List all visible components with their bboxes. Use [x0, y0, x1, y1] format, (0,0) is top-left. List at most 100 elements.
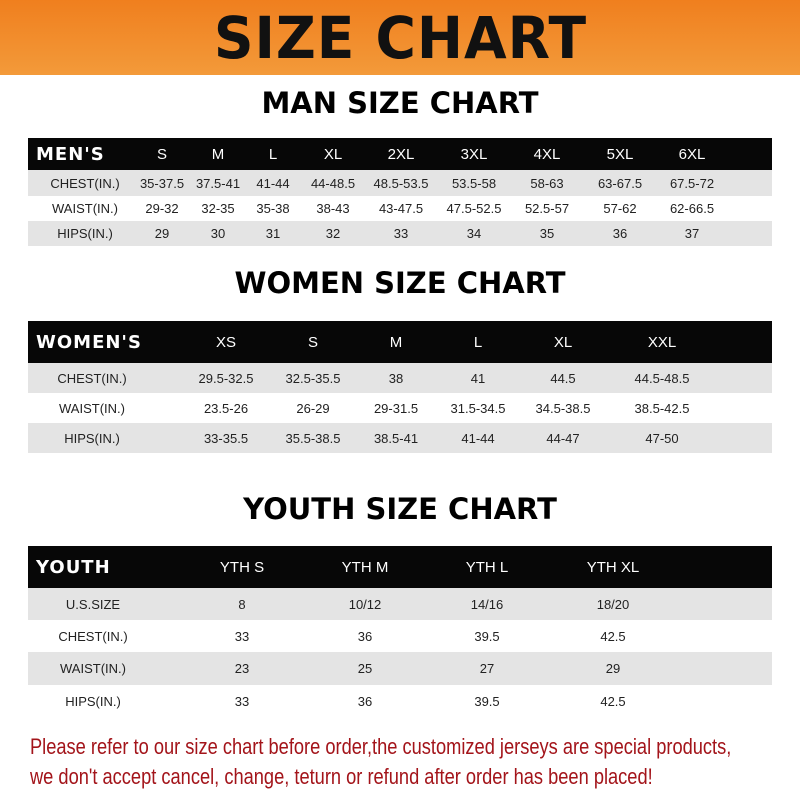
table-cell: 47.5-52.5	[446, 201, 502, 216]
size-column-header: 6XL	[678, 145, 706, 163]
table-cell: 29	[154, 226, 170, 241]
table-cell: 52.5-57	[524, 201, 570, 216]
table-row: WAIST(IN.) 29-32 32-35 35-38 38-43 43-47.5 47.…	[28, 196, 772, 221]
table-cell: 29.5-32.5	[198, 370, 254, 386]
table-cell: 57-62	[603, 201, 637, 216]
table-cell: 43-47.5	[378, 201, 424, 216]
table-row: CHEST(IN.) 33 36 39.5 42.5	[28, 620, 772, 652]
table-row: CHEST(IN.) 35-37.5 37.5-41 41-44 44-48.5 48.5…	[28, 170, 772, 196]
table-cell: 44.5-48.5	[634, 370, 690, 386]
women-size-table: WOMEN'S XS S M L XL XXL CHEST(IN.) 29.5-32.5 32.5…	[28, 321, 772, 453]
table-cell: 34	[466, 226, 482, 241]
banner-title: SIZE CHART	[213, 3, 587, 72]
table-cell: 23.5-26	[203, 400, 249, 416]
size-chart-banner: SIZE CHART	[0, 0, 800, 75]
table-cell: 38.5-41	[373, 430, 419, 446]
table-cell: 37.5-41	[195, 175, 241, 191]
table-row: HIPS(IN.) 33-35.5 35.5-38.5 38.5-41 41-44 44-…	[28, 423, 772, 453]
size-column-header: 4XL	[533, 145, 561, 163]
table-cell: 58-63	[530, 175, 564, 191]
size-column-header: XXL	[647, 333, 677, 351]
size-column-header: YTH S	[219, 558, 265, 576]
table-cell: 29	[605, 661, 621, 676]
table-row: U.S.SIZE 8 10/12 14/16 18/20	[28, 588, 772, 620]
table-cell: 35	[539, 226, 555, 241]
table-cell: 44.5	[550, 370, 576, 386]
table-cell: 38	[388, 370, 404, 386]
table-header-label: WOMEN'S	[36, 331, 142, 353]
table-cell: 63-67.5	[597, 175, 643, 191]
table-cell: 32-35	[201, 201, 235, 216]
table-cell: 42.5	[600, 628, 626, 644]
size-column-header: S	[156, 145, 168, 163]
men-section-title: MAN SIZE CHART	[261, 86, 539, 120]
row-label: WAIST(IN.)	[59, 400, 125, 416]
table-cell: 38.5-42.5	[634, 400, 690, 416]
row-label: CHEST(IN.)	[58, 628, 128, 644]
size-column-header: YTH M	[341, 558, 389, 576]
table-cell: 33	[234, 694, 250, 709]
size-column-header: 5XL	[606, 145, 634, 163]
table-row: HIPS(IN.) 33 36 39.5 42.5	[28, 685, 772, 718]
size-column-header: 3XL	[460, 145, 488, 163]
table-row: WAIST(IN.) 23 25 27 29	[28, 652, 772, 685]
table-cell: 8	[238, 596, 246, 612]
table-cell: 37	[684, 226, 700, 241]
size-column-header: XS	[215, 333, 237, 351]
table-cell: 31.5-34.5	[450, 400, 506, 416]
table-cell: 34.5-38.5	[535, 400, 591, 416]
table-cell: 39.5	[474, 628, 500, 644]
size-column-header: L	[473, 333, 483, 351]
table-cell: 62-66.5	[669, 201, 715, 216]
table-cell: 33	[234, 628, 250, 644]
table-cell: 32	[325, 226, 341, 241]
row-label: HIPS(IN.)	[65, 694, 121, 709]
table-cell: 44-47	[546, 430, 580, 446]
table-cell: 31	[265, 226, 281, 241]
table-row: WAIST(IN.) 23.5-26 26-29 29-31.5 31.5-34.5 34…	[28, 393, 772, 423]
table-cell: 33-35.5	[203, 430, 249, 446]
notice-line-2: we don't accept cancel, change, teturn o…	[30, 764, 653, 789]
size-column-header: L	[268, 145, 278, 163]
table-cell: 18/20	[596, 596, 630, 612]
size-column-header: XL	[553, 333, 573, 351]
table-cell: 67.5-72	[669, 175, 715, 191]
table-cell: 25	[357, 661, 373, 676]
table-cell: 27	[479, 661, 495, 676]
table-cell: 53.5-58	[451, 175, 497, 191]
size-column-header: 2XL	[387, 145, 415, 163]
table-cell: 10/12	[348, 596, 382, 612]
table-cell: 29-32	[145, 201, 179, 216]
size-column-header: XL	[323, 145, 343, 163]
table-cell: 41	[470, 370, 486, 386]
table-cell: 35-37.5	[139, 175, 185, 191]
table-header-label: MEN'S	[36, 143, 105, 165]
table-cell: 32.5-35.5	[285, 370, 341, 386]
youth-size-table: YOUTH YTH S YTH M YTH L YTH XL U.S.SIZE 8 10/12…	[28, 546, 772, 718]
table-row: HIPS(IN.) 29 30 31 32 33 34 35 36 37	[28, 221, 772, 246]
table-cell: 36	[357, 628, 373, 644]
women-section-title: WOMEN SIZE CHART	[234, 266, 566, 300]
table-header-label: YOUTH	[36, 556, 111, 578]
table-cell: 23	[234, 661, 250, 676]
row-label: CHEST(IN.)	[57, 370, 127, 386]
row-label: CHEST(IN.)	[50, 175, 120, 191]
table-cell: 29-31.5	[373, 400, 419, 416]
size-column-header: M	[211, 145, 225, 163]
row-label: WAIST(IN.)	[60, 661, 126, 676]
table-cell: 41-44	[461, 430, 495, 446]
table-cell: 35.5-38.5	[285, 430, 341, 446]
youth-section-title: YOUTH SIZE CHART	[243, 492, 557, 526]
size-column-header: YTH L	[465, 558, 509, 576]
row-label: HIPS(IN.)	[64, 430, 120, 446]
table-cell: 38-43	[316, 201, 350, 216]
size-column-header: M	[389, 333, 403, 351]
table-cell: 35-38	[256, 201, 290, 216]
row-label: HIPS(IN.)	[57, 226, 113, 241]
size-column-header: YTH XL	[586, 558, 640, 576]
row-label: U.S.SIZE	[65, 596, 121, 612]
table-cell: 36	[357, 694, 373, 709]
size-column-header: S	[307, 333, 319, 351]
table-header-row: MEN'S S M L XL 2XL 3XL 4XL 5XL 6XL	[28, 138, 772, 170]
table-cell: 44-48.5	[310, 175, 356, 191]
